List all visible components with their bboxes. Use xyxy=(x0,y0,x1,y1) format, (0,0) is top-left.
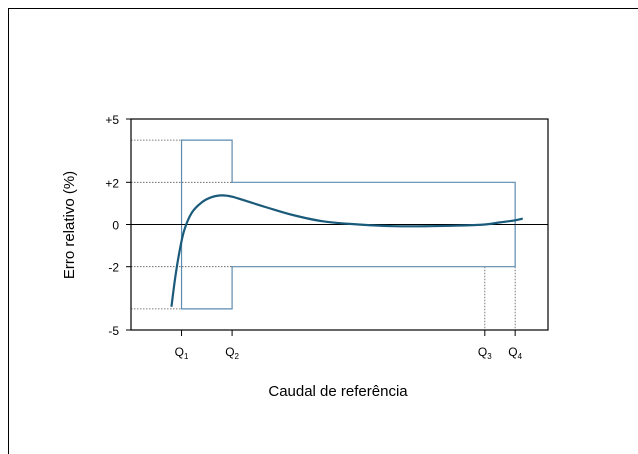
y-tick-label: -2 xyxy=(108,261,119,275)
y-axis-ticks: +5 +2 0 -2 -5 xyxy=(105,113,131,338)
y-axis-label: Erro relativo (%) xyxy=(61,171,78,279)
y-tick-label: 0 xyxy=(112,219,119,233)
x-tick-label-q1: Q1 xyxy=(175,345,189,361)
x-tick-label-q2: Q2 xyxy=(225,345,239,361)
error-curve xyxy=(170,194,523,307)
y-tick-label: -5 xyxy=(108,324,119,338)
x-tick-label-q4: Q4 xyxy=(508,345,522,361)
y-tick-label: +2 xyxy=(105,176,119,190)
x-axis-label: Caudal de referência xyxy=(268,383,408,400)
x-tick-label-q3: Q3 xyxy=(478,345,492,361)
guide-lines xyxy=(131,139,516,330)
y-tick-label: +5 xyxy=(105,113,119,127)
x-axis-ticks: Q1 Q2 Q3 Q4 xyxy=(175,330,523,361)
figure-frame xyxy=(8,8,638,454)
error-limit-outline xyxy=(180,139,516,310)
error-limit-envelope xyxy=(180,139,516,310)
